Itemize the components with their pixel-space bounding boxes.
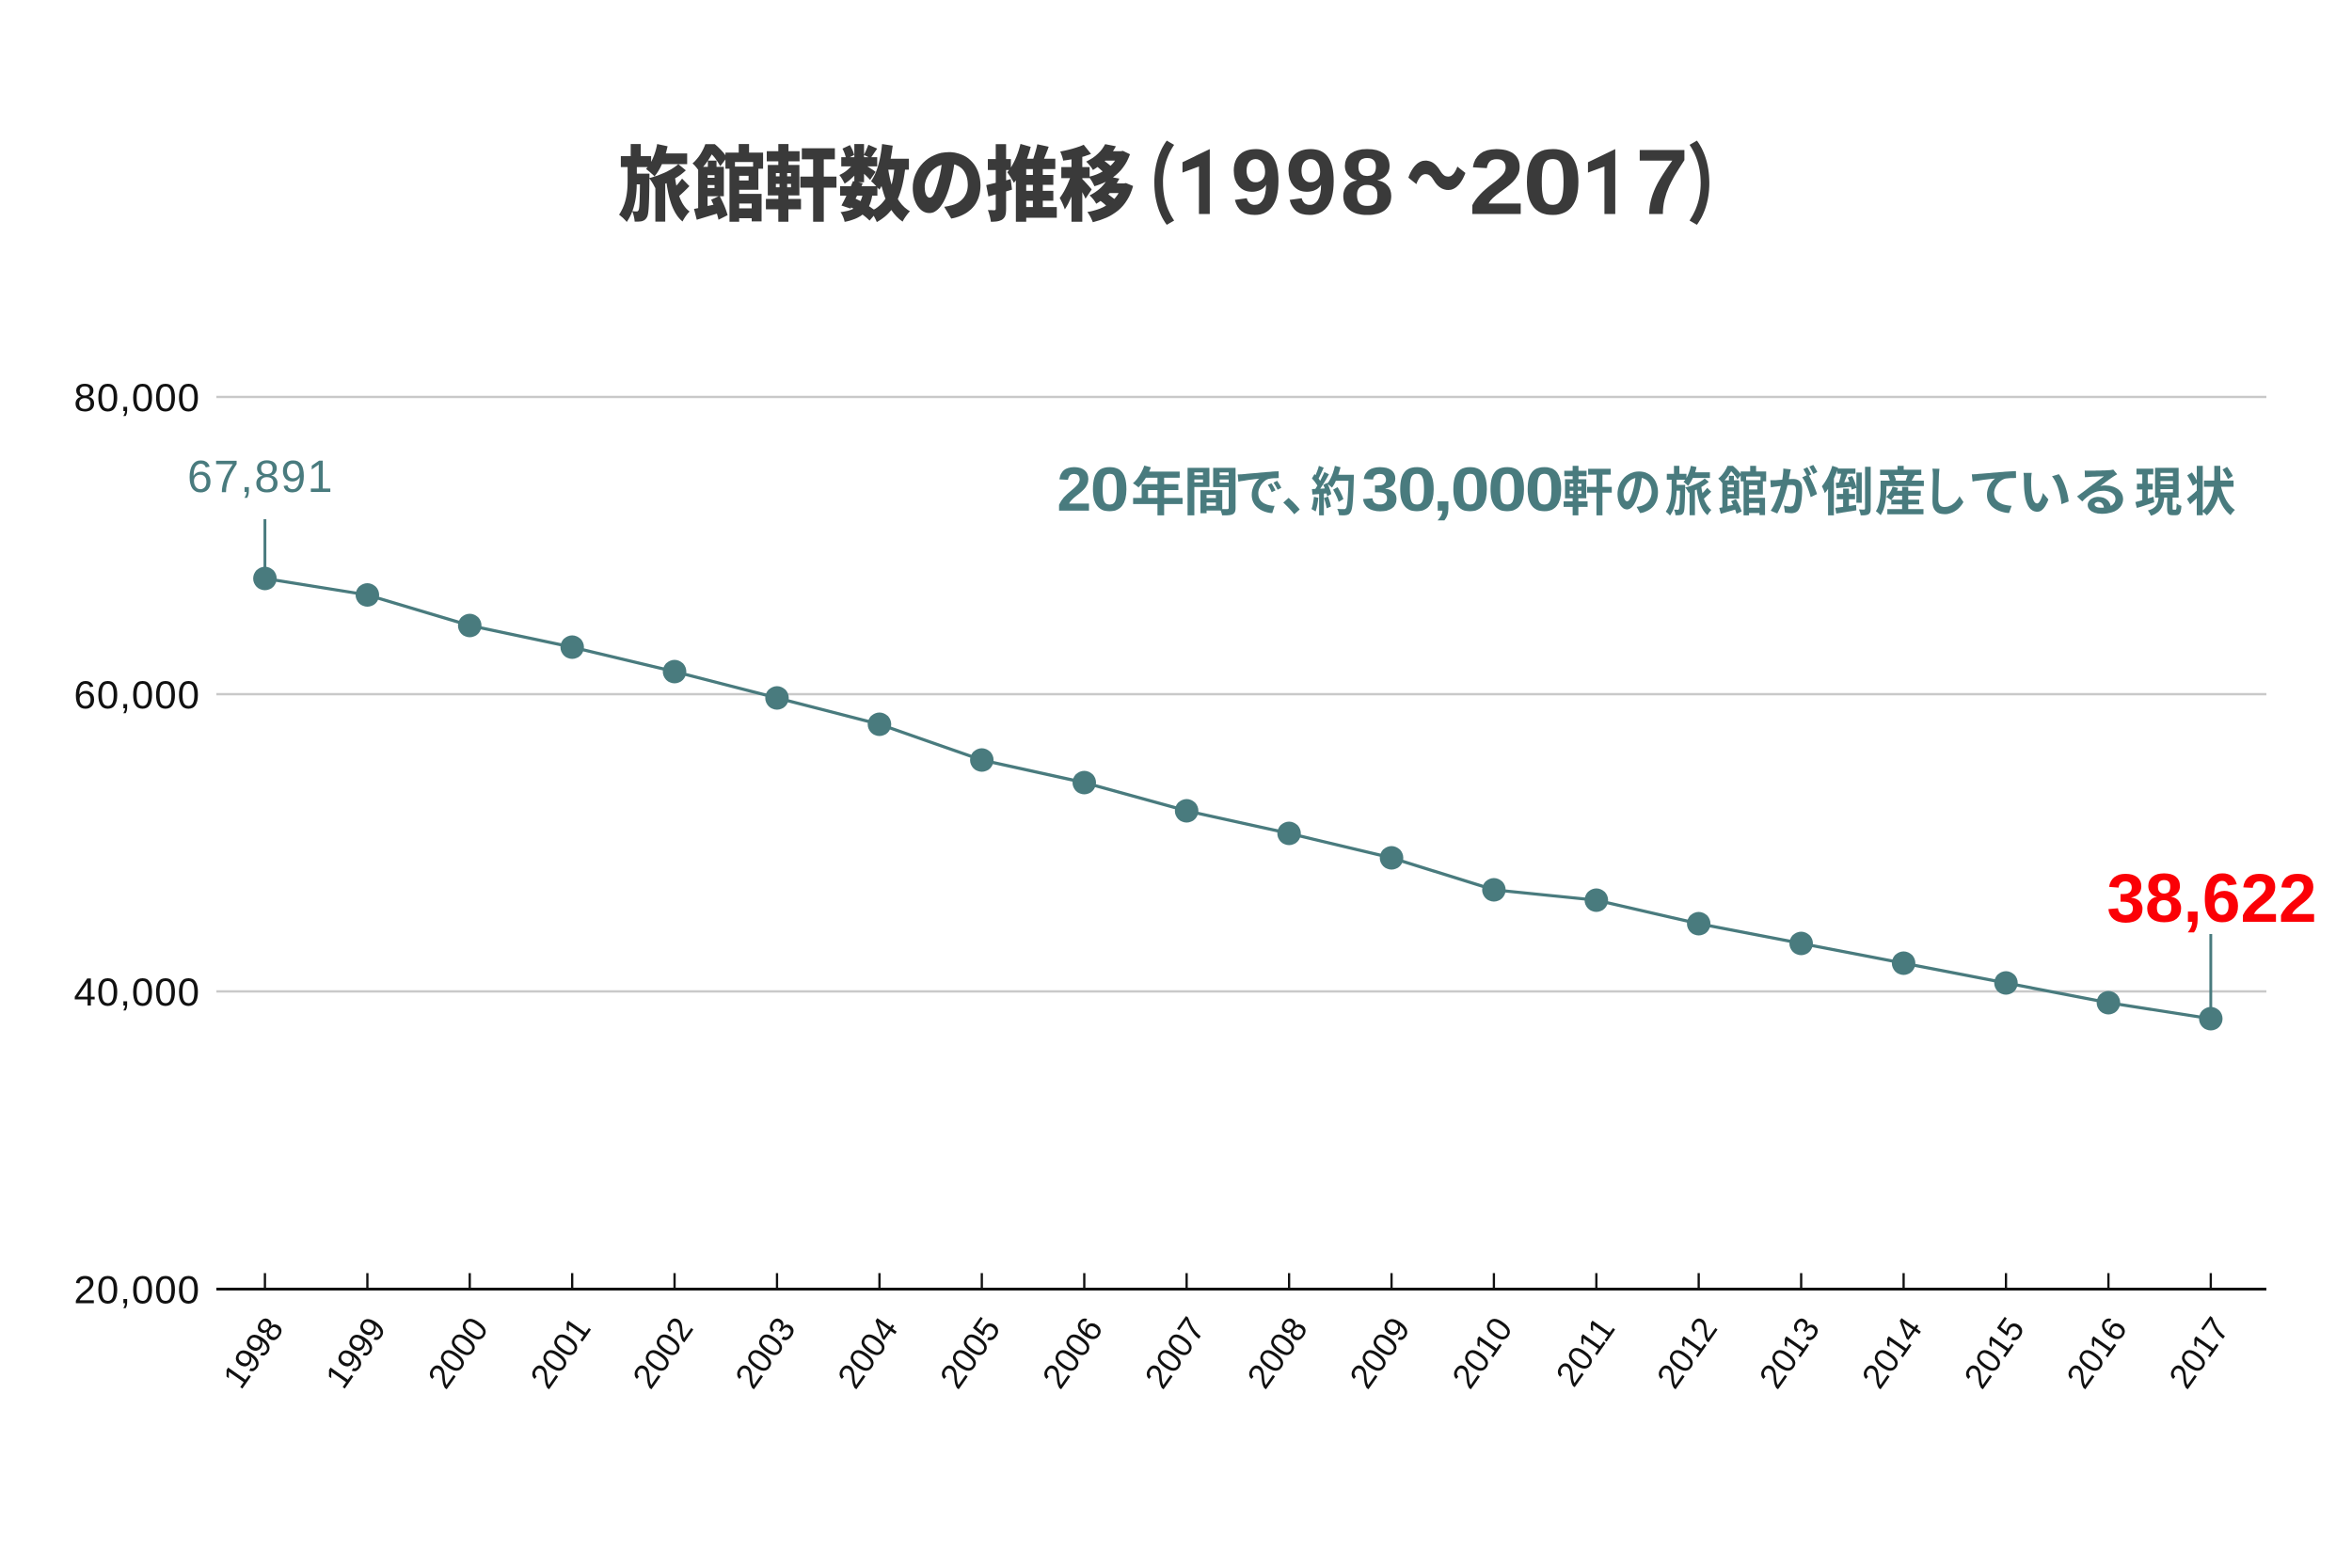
svg-text:80,000: 80,000: [74, 375, 200, 420]
svg-text:67,891: 67,891: [187, 452, 334, 502]
svg-text:60,000: 60,000: [74, 673, 200, 717]
svg-text:38,622: 38,622: [2106, 861, 2316, 937]
svg-text:20,000: 20,000: [74, 1268, 200, 1312]
svg-text:40,000: 40,000: [74, 970, 200, 1014]
